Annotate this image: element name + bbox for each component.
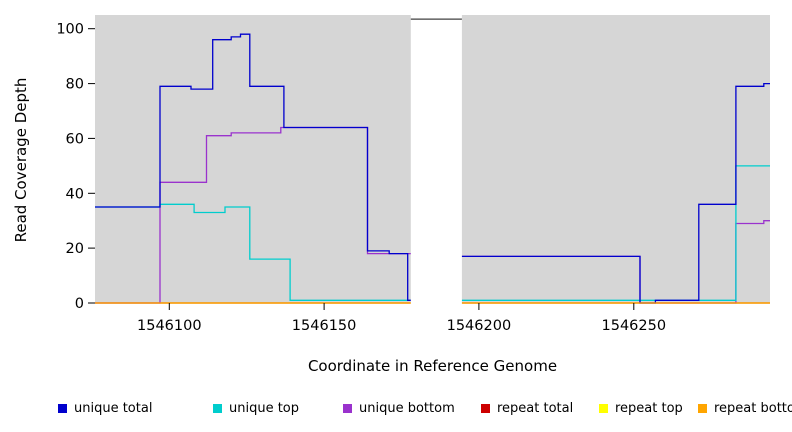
x-tick-label: 1546100 bbox=[137, 318, 202, 334]
masked-region bbox=[410, 15, 462, 304]
y-tick-label: 60 bbox=[66, 131, 84, 147]
y-tick-label: 80 bbox=[66, 77, 84, 93]
x-tick-label: 1546200 bbox=[447, 318, 512, 334]
series-unique-total bbox=[95, 33, 770, 304]
y-tick-label: 40 bbox=[66, 186, 84, 202]
x-axis-label: Coordinate in Reference Genome bbox=[307, 357, 558, 375]
x-tick-label: 1546250 bbox=[602, 318, 667, 334]
x-tick-label: 1546150 bbox=[292, 318, 357, 334]
y-tick-label: 0 bbox=[75, 296, 84, 312]
y-tick-label: 100 bbox=[56, 22, 84, 38]
y-axis-label: Read Coverage Depth bbox=[12, 77, 30, 243]
y-tick-label: 20 bbox=[66, 241, 84, 257]
